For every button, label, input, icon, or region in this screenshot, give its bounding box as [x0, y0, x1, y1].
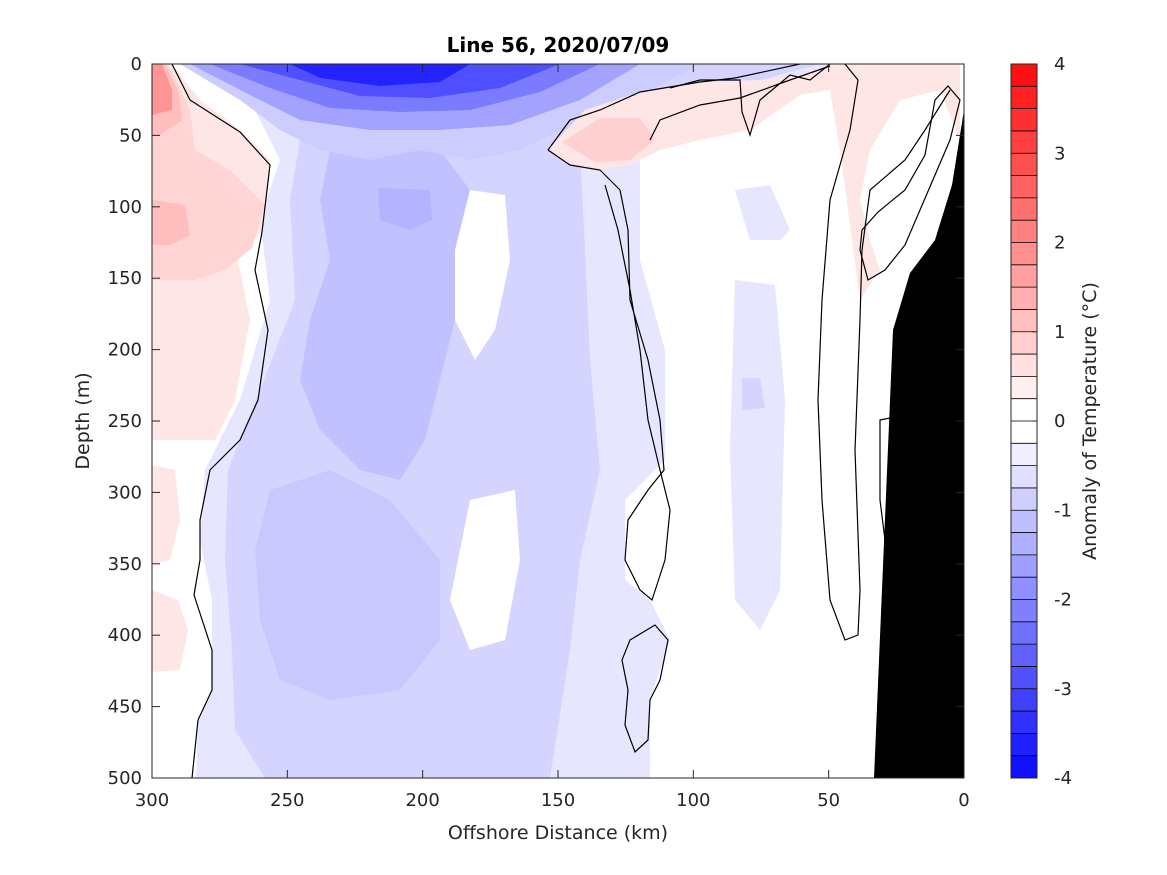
colorbar-tick-label: 1	[1054, 322, 1065, 343]
y-tick-label: 300	[108, 482, 142, 503]
colorbar-swatch	[1011, 599, 1037, 623]
y-tick-label: 100	[108, 197, 142, 218]
colorbar-swatch	[1011, 532, 1037, 556]
colorbar-swatch	[1011, 421, 1037, 444]
colorbar-swatch	[1011, 354, 1037, 377]
zero-contour-nearshore-loop	[859, 85, 961, 281]
colorbar-swatch	[1011, 644, 1037, 667]
zero-contour-mid	[547, 64, 801, 151]
contour-fill-cool-pocket-upper	[378, 188, 432, 230]
colorbar-tick-label: -3	[1054, 679, 1072, 700]
y-tick-label: 400	[108, 625, 142, 646]
colorbar-swatch	[1011, 220, 1037, 243]
colorbar-swatch	[1011, 287, 1037, 310]
zero-contour-warm-lens	[649, 65, 831, 141]
contour-fill-cold-surface-5	[290, 64, 470, 86]
colorbar-tick-label: -4	[1054, 768, 1072, 789]
colorbar-swatch	[1011, 755, 1037, 779]
y-tick-label: 150	[108, 268, 142, 289]
x-axis: 300 250 200 150 100 50 0	[135, 64, 970, 811]
y-tick-label: 200	[108, 340, 142, 361]
x-tick-label: 300	[135, 790, 169, 811]
contour-fill-cool-nearshore-3	[742, 378, 765, 410]
zero-contour-island-1	[621, 624, 669, 754]
colorbar-swatch	[1011, 108, 1037, 132]
colorbar-swatch	[1011, 465, 1037, 489]
colorbar-swatch	[1011, 130, 1037, 154]
contour-fill-cool-core-lower	[255, 470, 440, 700]
colorbar-swatch	[1011, 175, 1037, 199]
x-axis-label: Offshore Distance (km)	[448, 822, 668, 844]
contour-fill-cool-core	[300, 140, 470, 480]
colorbar-label: Anomaly of Temperature (°C)	[1079, 282, 1101, 560]
zero-contour-column	[669, 64, 951, 641]
y-axis: 0 50 100 150 200 250 300 350 400 450 500	[108, 54, 964, 789]
colorbar-tick-label: -1	[1054, 500, 1072, 521]
x-tick-label: 250	[270, 790, 304, 811]
colorbar-swatch	[1011, 86, 1037, 109]
colorbar-tick-label: 3	[1054, 143, 1065, 164]
x-tick-label: 50	[817, 790, 840, 811]
colorbar-swatch	[1011, 398, 1037, 422]
y-tick-label: 50	[119, 125, 142, 146]
colorbar-swatch	[1011, 331, 1037, 355]
colorbar-swatch	[1011, 443, 1037, 466]
y-tick-label: 450	[108, 697, 142, 718]
colorbar-swatch	[1011, 309, 1037, 333]
colorbar-tick-label: 4	[1054, 54, 1065, 75]
contour-fill-neutral-lens-mid	[455, 190, 510, 360]
zero-contour-offshore	[171, 64, 271, 778]
x-tick-label: 200	[405, 790, 439, 811]
x-tick-label: 150	[541, 790, 575, 811]
plot-area	[152, 64, 964, 778]
y-tick-label: 0	[131, 54, 142, 75]
y-tick-label: 500	[108, 768, 142, 789]
contour-fill-warm-nearshore	[548, 64, 960, 300]
colorbar-swatch	[1011, 688, 1037, 712]
colorbar-swatch	[1011, 577, 1037, 600]
colorbar-swatch	[1011, 621, 1037, 645]
contour-fill-warm-surface-corner	[152, 64, 172, 115]
colorbar-tick-label: 0	[1054, 411, 1065, 432]
y-axis-label: Depth (m)	[72, 372, 94, 469]
colorbar-swatch	[1011, 242, 1037, 266]
colorbar-swatch	[1011, 666, 1037, 690]
bathymetry-shelf	[874, 110, 964, 778]
contour-fill-cool-nearshore-1	[735, 185, 790, 240]
colorbar	[1010, 63, 1038, 779]
contour-fill-cool-nearshore-2	[730, 280, 785, 630]
chart-title: Line 56, 2020/07/09	[447, 33, 670, 57]
contour-fill-warm-deep-offshore	[152, 465, 188, 672]
contour-fill-warm-nearshore-core	[562, 118, 655, 162]
colorbar-tick-label: 2	[1054, 233, 1065, 254]
colorbar-swatch	[1011, 197, 1037, 221]
y-tick-label: 350	[108, 554, 142, 575]
colorbar-swatch	[1011, 554, 1037, 578]
colorbar-swatch	[1011, 510, 1037, 533]
zero-contour-mid-lower	[547, 149, 671, 602]
colorbar-swatch	[1011, 733, 1037, 756]
x-tick-label: 100	[676, 790, 710, 811]
colorbar-swatch	[1011, 711, 1037, 734]
colorbar-axis: 4 3 2 1 0 -1 -2 -3 -4	[1032, 54, 1072, 789]
y-tick-label: 250	[108, 411, 142, 432]
zero-contour-deep-nearshore	[879, 417, 896, 541]
x-tick-label: 0	[958, 790, 969, 811]
zero-contour-lines	[171, 64, 961, 778]
colorbar-swatch	[1011, 264, 1037, 288]
colorbar-tick-label: -2	[1054, 590, 1072, 611]
contour-fill-neutral-lens-lower	[450, 490, 520, 650]
colorbar-swatch	[1011, 153, 1037, 176]
colorbar-swatch	[1011, 64, 1037, 87]
colorbar-swatch	[1011, 376, 1037, 399]
colorbar-swatch	[1011, 487, 1037, 511]
